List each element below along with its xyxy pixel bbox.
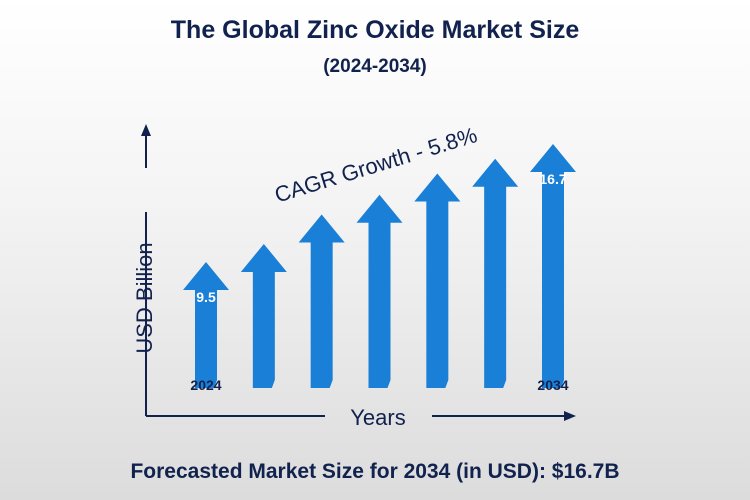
bar-arrow-5	[414, 173, 461, 388]
bar-arrow-1	[183, 262, 229, 388]
chart-subtitle: (2024-2034)	[323, 56, 427, 77]
bar-arrow-3	[298, 214, 345, 388]
bars-group: 9.5 2024 16.7 2034	[183, 144, 576, 393]
x-axis-label: Years	[350, 405, 405, 430]
data-label-1: 9.5	[196, 289, 216, 305]
y-axis-arrow-icon	[141, 124, 151, 136]
data-label-7: 16.7	[539, 171, 566, 187]
chart-title: The Global Zinc Oxide Market Size	[170, 16, 580, 44]
category-label-1: 2024	[190, 377, 221, 393]
bar-arrow-6	[472, 158, 519, 388]
category-label-7: 2034	[537, 377, 568, 393]
bar-arrow-7	[530, 144, 576, 388]
x-axis-arrow-icon	[564, 411, 576, 421]
footer-forecast: Forecasted Market Size for 2034 (in USD)…	[130, 460, 620, 483]
y-axis-label: USD Billion	[132, 242, 157, 353]
bar-arrow-4	[356, 194, 403, 388]
bar-arrow-2	[240, 243, 287, 388]
